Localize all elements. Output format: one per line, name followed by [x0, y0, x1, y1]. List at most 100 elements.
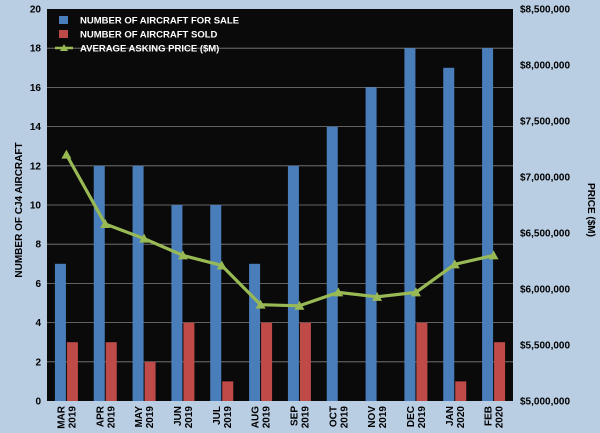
x-tick-month: MAR: [56, 405, 67, 429]
y2-tick-label: $6,000,000: [520, 285, 570, 296]
bar-sold: [144, 361, 156, 401]
x-tick-year: 2019: [106, 406, 117, 429]
x-tick-label: MAR 2019: [56, 405, 78, 429]
x-tick-label: APR 2019: [95, 405, 117, 428]
legend-label: NUMBER OF AIRCRAFT SOLD: [80, 30, 218, 41]
x-tick-month: OCT: [328, 406, 339, 427]
price-point: [61, 149, 72, 159]
y-tick-label: 20: [30, 5, 42, 16]
price-point: [139, 233, 150, 243]
price-point: [410, 287, 421, 297]
price-point: [216, 260, 227, 270]
y-tick-label: 10: [30, 201, 42, 212]
bar-sold: [455, 381, 467, 401]
left-axis-ticks: 0 2 4 6 8 10 12 14 16 18 20: [30, 5, 42, 408]
bar-for-sale: [132, 165, 144, 401]
y2-tick-label: $5,500,000: [520, 341, 570, 352]
x-tick-year: 2019: [67, 406, 78, 429]
bar-sold: [416, 322, 428, 401]
x-tick-year: 2019: [262, 406, 273, 429]
bar-for-sale: [54, 263, 66, 401]
right-axis-ticks: $5,000,000 $5,500,000 $6,000,000 $6,500,000…: [520, 5, 570, 408]
bar-for-sale: [482, 48, 494, 401]
x-tick-label: DEC 2019: [406, 406, 428, 429]
x-tick-year: 2019: [223, 406, 234, 429]
bar-sold: [183, 322, 195, 401]
y-tick-label: 18: [30, 44, 42, 55]
x-tick-year: 2019: [378, 406, 389, 429]
x-tick-month: JUN: [173, 406, 184, 426]
y2-tick-label: $7,500,000: [520, 117, 570, 128]
legend-swatch: [59, 16, 68, 24]
x-tick-year: 2020: [495, 406, 506, 429]
x-tick-year: 2019: [145, 406, 156, 429]
bar-sold: [299, 322, 311, 401]
bar-for-sale: [249, 263, 261, 401]
x-tick-year: 2019: [339, 406, 350, 429]
y2-tick-label: $8,000,000: [520, 61, 570, 72]
bar-sold: [494, 342, 506, 401]
x-tick-label: OCT 2019: [328, 406, 350, 429]
bar-sold: [261, 322, 273, 401]
price-point: [100, 219, 111, 229]
bars: [54, 48, 506, 402]
y2-tick-label: $8,500,000: [520, 5, 570, 16]
y-tick-label: 4: [35, 318, 41, 329]
bar-for-sale: [443, 67, 455, 402]
y-tick-label: 0: [35, 397, 41, 408]
legend-swatch: [59, 30, 68, 38]
y2-tick-label: $5,000,000: [520, 397, 570, 408]
bar-for-sale: [93, 165, 105, 401]
x-tick-month: JUL: [212, 406, 223, 425]
x-tick-label: MAY 2019: [134, 406, 156, 429]
x-tick-month: SEP: [289, 406, 300, 426]
x-tick-month: APR: [95, 405, 106, 427]
bar-for-sale: [171, 205, 183, 401]
price-point: [449, 259, 460, 269]
x-tick-month: NOV: [367, 406, 378, 428]
x-tick-month: JAN: [445, 406, 456, 426]
x-tick-label: JUN 2019: [173, 406, 195, 429]
bar-for-sale: [365, 87, 377, 402]
bar-for-sale: [326, 126, 338, 401]
x-tick-month: FEB: [484, 406, 495, 426]
x-tick-label: JAN 2020: [445, 406, 467, 429]
bar-for-sale: [404, 48, 416, 401]
y2-tick-label: $7,000,000: [520, 173, 570, 184]
price-line-path: [65, 153, 494, 308]
y-tick-label: 14: [30, 122, 42, 133]
x-axis-ticks: MAR 2019 APR 2019 MAY 2019 JUN 2019 JUL 2019 AUG 20…: [56, 405, 505, 429]
y-axis-title: NUMBER OF CJ4 AIRCRAFT: [14, 142, 25, 277]
x-tick-year: 2020: [456, 406, 467, 429]
x-tick-year: 2019: [417, 406, 428, 429]
bar-sold: [222, 381, 234, 401]
legend: NUMBER OF AIRCRAFT FOR SALE NUMBER OF AIR…: [55, 16, 239, 55]
x-tick-month: DEC: [406, 406, 417, 427]
bar-for-sale: [287, 165, 299, 401]
price-line: [61, 149, 499, 310]
x-tick-month: AUG: [251, 406, 262, 428]
y-tick-label: 16: [30, 83, 42, 94]
y2-axis-title: PRICE ($M): [585, 183, 596, 237]
bar-for-sale: [210, 205, 222, 401]
y-tick-label: 8: [35, 240, 41, 251]
price-point: [333, 287, 344, 297]
x-tick-label: SEP 2019: [289, 406, 311, 429]
x-tick-label: NOV 2019: [367, 406, 389, 429]
y2-tick-label: $6,500,000: [520, 229, 570, 240]
price-point: [294, 300, 305, 310]
x-tick-label: JUL 2019: [212, 406, 234, 429]
legend-label: NUMBER OF AIRCRAFT FOR SALE: [80, 16, 239, 27]
price-point: [177, 250, 188, 260]
bar-sold: [66, 342, 78, 401]
x-tick-year: 2019: [184, 406, 195, 429]
price-point: [372, 291, 383, 301]
price-point: [255, 299, 266, 309]
legend-swatch-marker: [60, 44, 68, 51]
bar-sold: [105, 342, 117, 401]
x-tick-label: FEB 2020: [484, 406, 506, 429]
x-tick-label: AUG 2019: [251, 406, 273, 429]
legend-label: AVERAGE ASKING PRICE ($M): [80, 44, 219, 55]
gridlines: [47, 47, 513, 363]
